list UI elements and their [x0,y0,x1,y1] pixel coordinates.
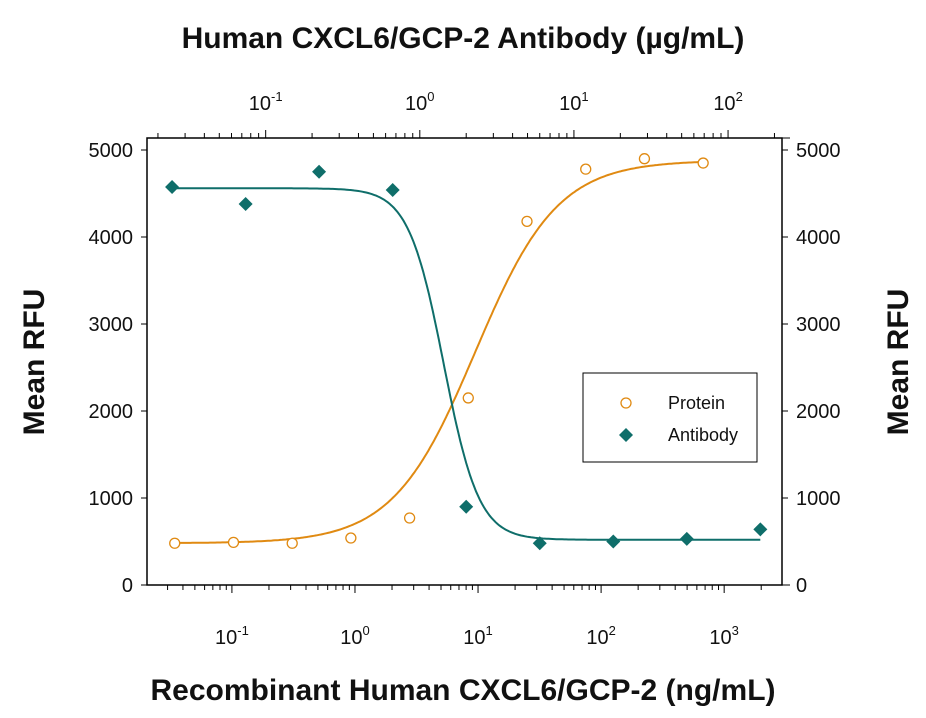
y-tick-label-right: 2000 [796,401,841,423]
antibody-data-point [238,196,253,211]
protein-data-point [521,215,533,227]
x-tick-label: 100 [340,623,369,649]
legend-protein-marker [620,397,632,409]
right-axis-title: Mean RFU [882,289,915,436]
tick-base: 10 [586,627,608,649]
antibody-data-point [606,534,621,549]
protein-data-point [580,163,592,175]
tick-exponent: 2 [736,89,743,104]
antibody-data-point [679,531,694,546]
protein-data-point [345,532,357,544]
y-tick-label-left: 4000 [89,227,134,249]
protein-data-point [638,153,651,165]
protein-data-point [403,512,416,524]
legend-box [582,372,758,463]
tick-exponent: 0 [362,623,369,638]
protein-data-point [169,537,181,549]
protein-fit-curve [174,160,704,544]
antibody-data-point [385,183,400,198]
tick-base: 10 [713,93,735,115]
bottom-axis-title: Recombinant Human CXCL6/GCP-2 (ng/mL) [150,674,775,707]
x-tick-label: 101 [463,623,492,649]
legend: Protein Antibody [582,372,758,463]
y-tick-label-left: 3000 [89,314,134,336]
y-tick-label-left: 1000 [89,488,134,510]
x-tick-label: 10-1 [215,623,249,649]
protein-data-point [286,537,298,549]
tick-exponent: -1 [237,623,249,638]
left-axis-title: Mean RFU [18,289,51,436]
legend-antibody-marker [619,428,633,442]
x-tick-label: 103 [709,623,738,649]
antibody-data-point [532,536,547,551]
y-tick-label-left: 5000 [89,140,134,162]
legend-antibody-label: Antibody [668,425,738,445]
tick-exponent: 0 [427,89,434,104]
protein-data-point [227,536,240,549]
y-tick-label-left: 2000 [89,401,134,423]
antibody-fit-curve [172,187,761,541]
y-tick-label-right: 3000 [796,314,841,336]
y-tick-label-right: 4000 [796,227,841,249]
y-tick-label-right: 5000 [796,140,841,162]
tick-base: 10 [249,93,271,115]
antibody-data-point [753,522,768,537]
x-tick-label: 101 [559,89,588,115]
tick-base: 10 [405,93,427,115]
x-tick-label: 10-1 [249,89,283,115]
antibody-data-point [165,179,180,194]
tick-base: 10 [559,93,581,115]
tick-exponent: 1 [486,623,493,638]
x-tick-label: 102 [586,623,615,649]
y-tick-label-right: 0 [796,575,807,597]
x-tick-label: 100 [405,89,434,115]
tick-exponent: -1 [271,89,283,104]
tick-exponent: 1 [581,89,588,104]
top-axis-title: Human CXCL6/GCP-2 Antibody (µg/mL) [182,22,745,55]
protein-data-point [697,157,709,169]
tick-base: 10 [463,627,485,649]
legend-protein-label: Protein [668,393,725,413]
protein-data-point [462,392,474,404]
tick-base: 10 [709,627,731,649]
antibody-data-point [312,164,327,179]
y-tick-label-left: 0 [122,575,133,597]
x-tick-label: 102 [713,89,742,115]
tick-base: 10 [340,627,362,649]
tick-base: 10 [215,627,237,649]
antibody-data-point [459,499,474,514]
tick-exponent: 3 [732,623,739,638]
tick-exponent: 2 [609,623,616,638]
y-tick-label-right: 1000 [796,488,841,510]
